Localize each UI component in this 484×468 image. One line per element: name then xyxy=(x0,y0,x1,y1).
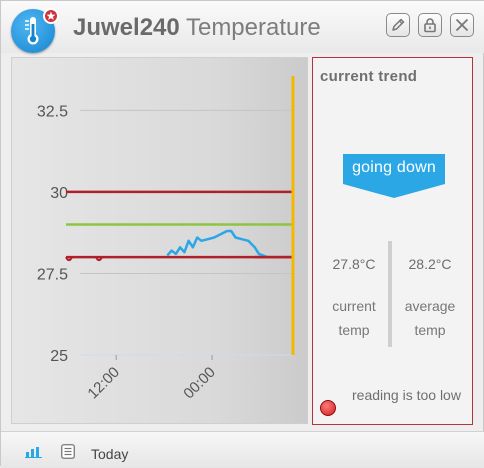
y-tick-label: 27.5 xyxy=(37,266,68,283)
widget-type: Temperature xyxy=(185,14,321,41)
reading-dip xyxy=(65,256,106,262)
reading-status-text: reading is too low xyxy=(352,387,461,403)
average-temp-label: average xyxy=(404,298,456,314)
temperature-chart[interactable]: 32.5 30 27.5 25 12:00 00:00 xyxy=(11,57,308,424)
widget-header: Juwel240 Temperature xyxy=(1,1,484,53)
current-temp-label-2: temp xyxy=(338,322,370,338)
x-tick-label: 12:00 xyxy=(84,364,123,403)
pencil-icon xyxy=(392,18,405,31)
reading-status: reading is too low xyxy=(320,388,470,420)
device-name: Juwel240 xyxy=(73,14,180,41)
down-arrow-icon xyxy=(343,184,445,198)
widget-footer: Today xyxy=(1,431,484,468)
bar-chart-icon[interactable] xyxy=(25,446,43,458)
lock-icon xyxy=(424,18,436,33)
trend-title: current trend xyxy=(320,68,418,85)
close-button[interactable] xyxy=(450,13,474,37)
trend-badge: going down xyxy=(343,154,445,200)
current-temp-value: 27.8°C xyxy=(332,256,376,272)
x-tick-label: 00:00 xyxy=(180,364,219,403)
average-temp-stat: 28.2°C average temp xyxy=(397,256,463,342)
stat-divider xyxy=(388,241,392,347)
alert-dot-icon xyxy=(320,400,336,416)
current-temp-stat: 27.8°C current temp xyxy=(321,256,387,342)
trend-label: going down xyxy=(352,159,436,176)
y-tick-label: 25 xyxy=(50,348,68,365)
list-icon[interactable] xyxy=(61,444,75,459)
current-temp-label: current xyxy=(332,298,376,314)
y-tick-label: 30 xyxy=(50,185,68,202)
edit-button[interactable] xyxy=(386,13,410,37)
star-icon[interactable] xyxy=(43,8,59,24)
close-icon xyxy=(455,18,469,32)
range-label[interactable]: Today xyxy=(91,446,129,462)
y-tick-label: 32.5 xyxy=(37,103,68,120)
trend-panel: current trend going down 27.8°C current … xyxy=(312,57,473,425)
window-title: Juwel240 Temperature xyxy=(73,13,321,43)
average-temp-value: 28.2°C xyxy=(408,256,452,272)
average-temp-label-2: temp xyxy=(414,322,446,338)
lock-button[interactable] xyxy=(418,13,442,37)
temperature-series-line xyxy=(166,229,268,259)
chart-canvas: 32.5 30 27.5 25 12:00 00:00 xyxy=(37,76,295,403)
